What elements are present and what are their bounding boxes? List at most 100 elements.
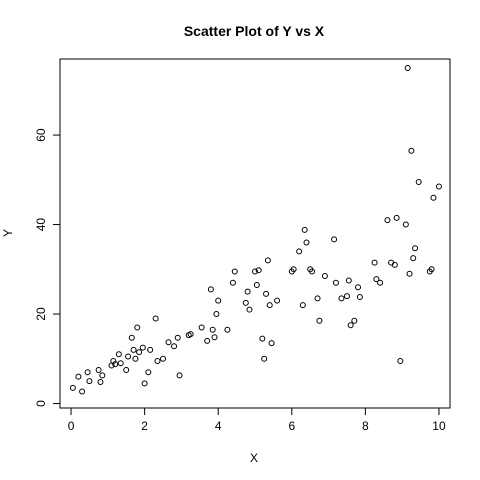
data-point: [263, 290, 270, 297]
data-point: [338, 295, 345, 302]
data-point: [115, 351, 122, 358]
data-point: [204, 337, 211, 344]
data-point: [412, 245, 419, 252]
data-point: [160, 355, 167, 362]
x-axis: 0 2 4 6 8 10: [68, 408, 446, 433]
data-point: [229, 279, 236, 286]
data-point: [145, 369, 152, 376]
data-point: [242, 299, 249, 306]
x-axis-label: X: [250, 451, 258, 465]
data-point: [299, 302, 306, 309]
data-point: [402, 221, 409, 228]
data-point: [84, 369, 91, 376]
data-point: [110, 358, 117, 365]
plot-frame: [59, 58, 451, 409]
data-point: [176, 372, 183, 379]
data-point: [95, 366, 102, 373]
data-point: [303, 239, 310, 246]
data-point: [345, 277, 352, 284]
x-tick-label: 2: [141, 419, 148, 433]
data-point: [290, 266, 297, 273]
data-point: [391, 261, 398, 268]
data-point: [332, 279, 339, 286]
data-point: [231, 268, 238, 275]
data-point: [321, 273, 328, 280]
data-point: [404, 64, 411, 71]
data-point: [268, 340, 275, 347]
data-point: [207, 286, 214, 293]
data-point: [351, 317, 358, 324]
x-tick-label: 0: [68, 419, 75, 433]
x-tick-label: 6: [288, 419, 295, 433]
data-point: [314, 295, 321, 302]
data-point: [347, 322, 354, 329]
data-point: [136, 349, 143, 356]
x-tick-label: 4: [215, 419, 222, 433]
data-point: [244, 288, 251, 295]
data-point: [171, 343, 178, 350]
data-point: [397, 358, 404, 365]
data-point: [130, 346, 137, 353]
data-point: [69, 384, 76, 391]
data-point: [165, 339, 172, 346]
data-point: [430, 194, 437, 201]
data-point: [373, 276, 380, 283]
data-point: [224, 326, 231, 333]
data-point: [215, 297, 222, 304]
data-point: [211, 334, 218, 341]
x-tick-label: 10: [432, 419, 446, 433]
data-point: [309, 268, 316, 275]
data-point: [209, 326, 216, 333]
y-tick-label: 20: [34, 307, 48, 321]
data-point: [331, 236, 338, 243]
data-point: [139, 344, 146, 351]
data-point: [141, 380, 148, 387]
data-point: [79, 388, 86, 395]
data-point: [259, 335, 266, 342]
data-point: [152, 315, 159, 322]
data-point: [406, 270, 413, 277]
data-point: [264, 257, 271, 264]
data-point: [246, 306, 253, 313]
data-point: [187, 331, 194, 338]
y-tick-label: 60: [34, 128, 48, 142]
data-point: [128, 334, 135, 341]
data-point: [132, 355, 139, 362]
data-point: [296, 248, 303, 255]
data-point: [86, 378, 93, 385]
data-point: [255, 267, 262, 274]
y-axis: 0 20 40 60: [34, 128, 60, 407]
data-point: [213, 311, 220, 318]
data-point: [393, 214, 400, 221]
data-point: [97, 379, 104, 386]
y-tick-label: 40: [34, 218, 48, 232]
data-point: [377, 279, 384, 286]
data-point: [174, 334, 181, 341]
data-point: [125, 353, 132, 360]
data-point: [343, 293, 350, 300]
data-point: [123, 366, 130, 373]
y-tick-label: 0: [34, 400, 48, 407]
data-point: [408, 147, 415, 154]
data-point: [435, 183, 442, 190]
data-point: [154, 358, 161, 365]
data-point: [117, 360, 124, 367]
data-point: [266, 302, 273, 309]
data-point: [384, 217, 391, 224]
data-points: [69, 64, 442, 395]
data-point: [356, 294, 363, 301]
data-point: [301, 226, 308, 233]
data-point: [252, 268, 258, 275]
x-tick-label: 8: [362, 419, 369, 433]
data-point: [99, 372, 106, 379]
data-point: [316, 317, 323, 324]
data-point: [261, 355, 268, 362]
data-point: [134, 324, 141, 331]
data-point: [355, 284, 362, 291]
data-point: [75, 373, 82, 380]
data-point: [253, 281, 260, 288]
data-point: [428, 266, 435, 273]
data-point: [198, 324, 205, 331]
data-point: [415, 179, 422, 186]
